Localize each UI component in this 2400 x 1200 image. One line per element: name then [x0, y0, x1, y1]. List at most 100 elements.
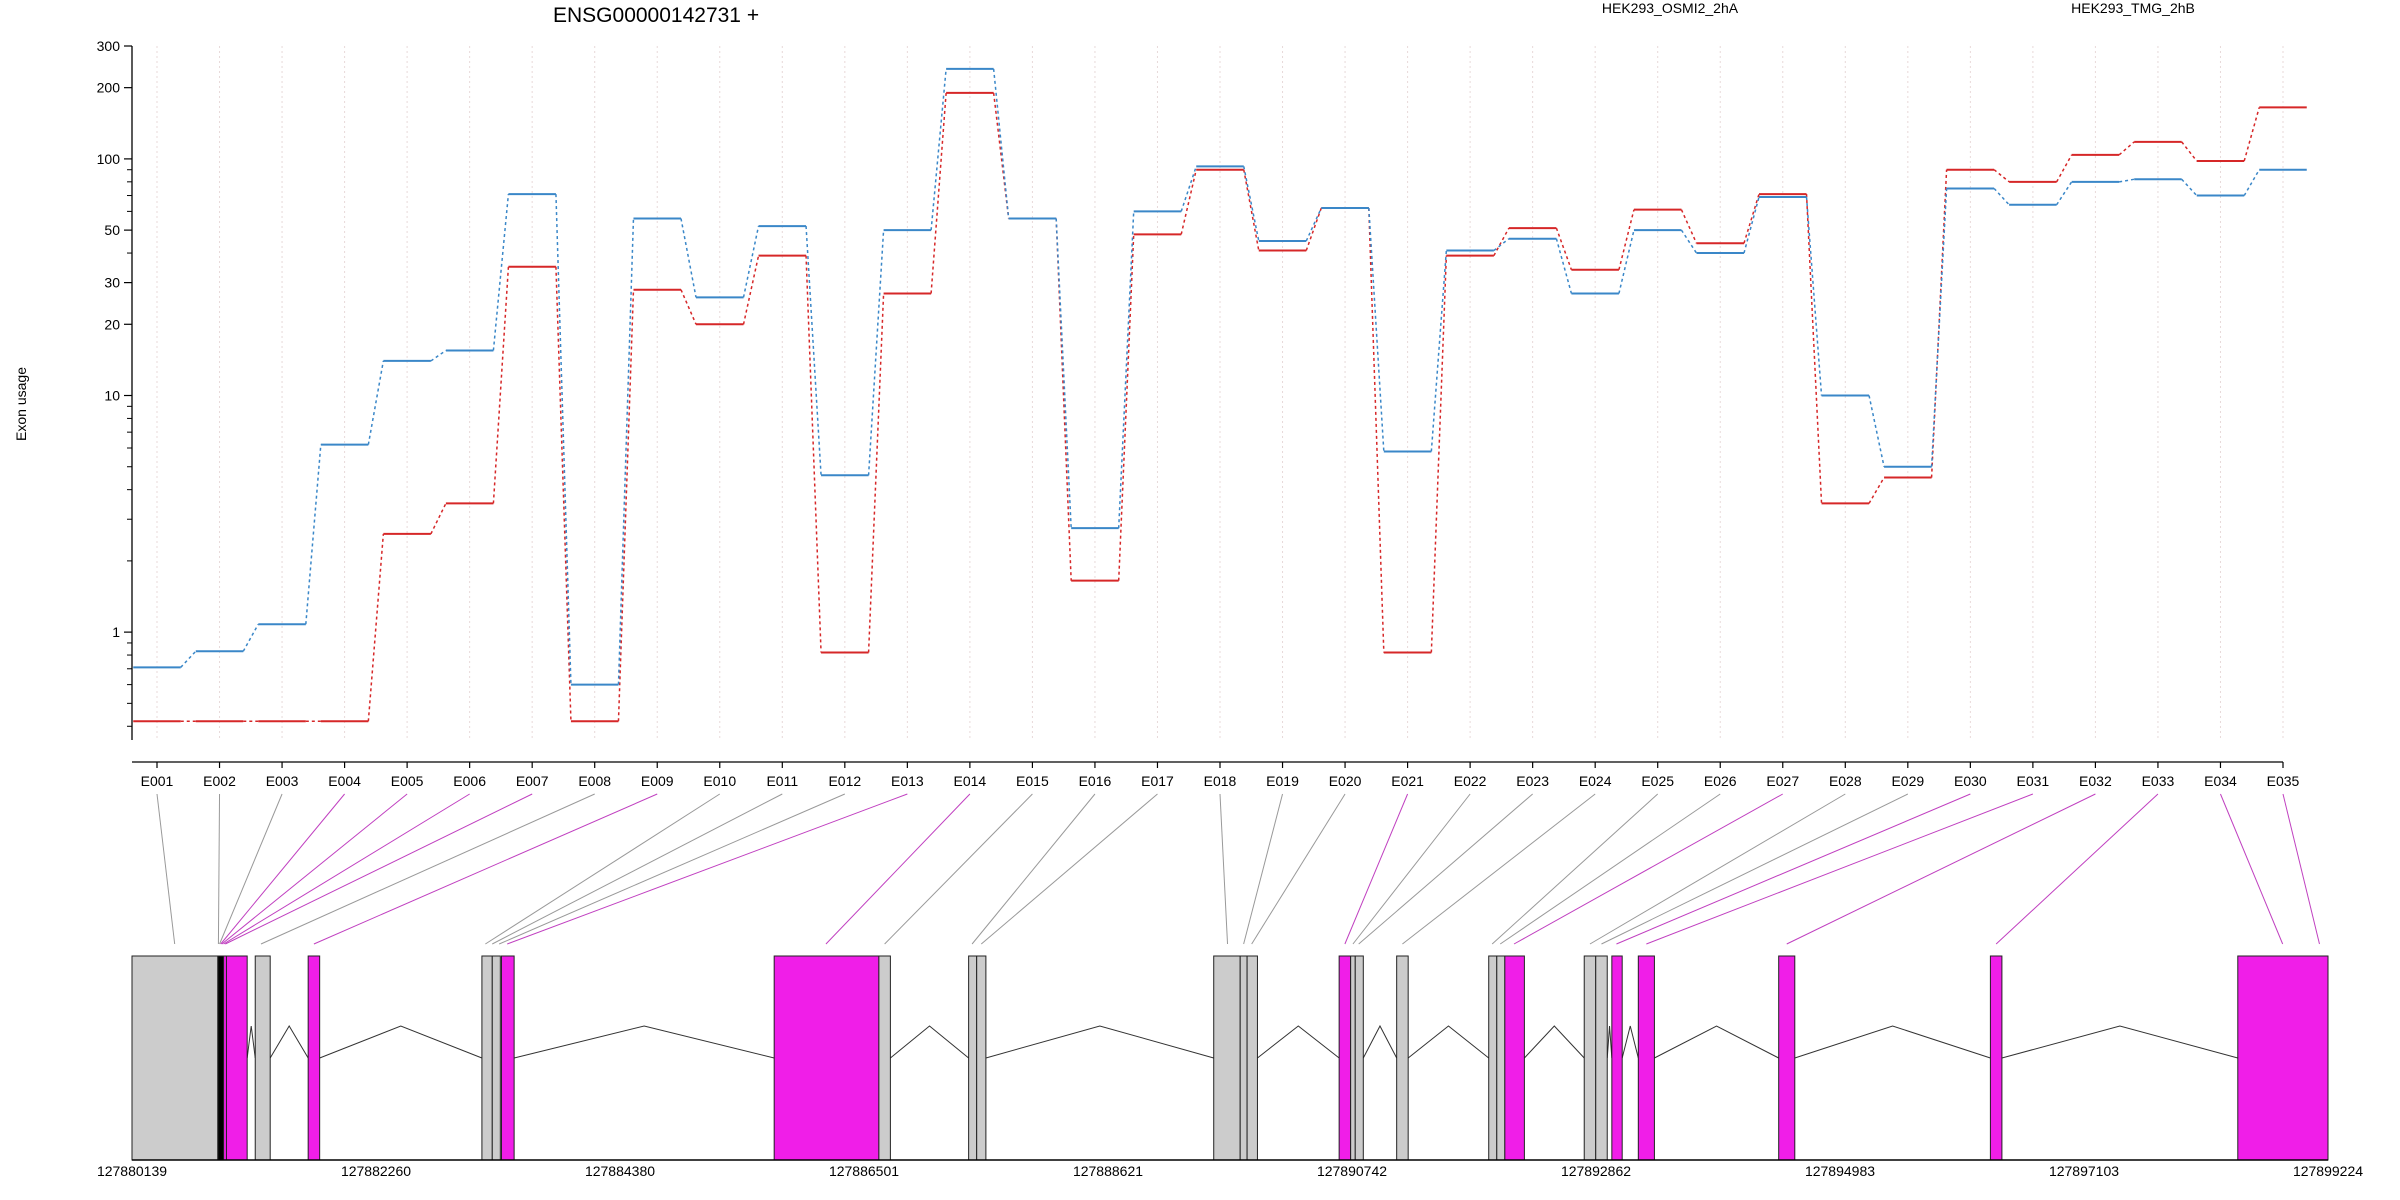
legend-entry-osmi2: HEK293_OSMI2_2hA	[1602, 0, 1739, 16]
usage-link-HEK293_OSMI2_2hA-E008	[617, 289, 635, 722]
usage-link-HEK293_TMG_2hB-E004	[367, 360, 385, 445]
usage-link-HEK293_TMG_2hB-E012	[867, 230, 885, 476]
x-tick-label-E014: E014	[954, 773, 987, 789]
exon-box-E027	[1637, 955, 1655, 1161]
usage-link-HEK293_OSMI2_2hA-E021	[1430, 255, 1448, 653]
usage-link-HEK293_OSMI2_2hA-E016	[1117, 234, 1135, 581]
x-tick-label-E032: E032	[2079, 773, 2112, 789]
exon-box-E009	[500, 955, 515, 1161]
connector-layer	[156, 793, 2320, 945]
connector-E018	[1219, 793, 1229, 945]
x-tick-label-E002: E002	[203, 773, 236, 789]
connector-E025	[1491, 793, 1659, 945]
x-tick-label-E020: E020	[1329, 773, 1362, 789]
usage-link-HEK293_TMG_2hB-E029	[1930, 188, 1948, 467]
usage-link-HEK293_TMG_2hB-E030	[1993, 187, 2010, 206]
intron-E011	[890, 1025, 969, 1059]
exon-box-E021	[1488, 955, 1498, 1161]
x-tick-label-E011: E011	[766, 773, 798, 789]
usage-link-HEK293_TMG_2hB-E020	[1368, 207, 1385, 452]
usage-link-HEK293_TMG_2hB-E031	[2056, 181, 2073, 206]
exon-box-E030	[2237, 955, 2329, 1161]
x-tick-label-E010: E010	[703, 773, 736, 789]
x-tick-label-E019: E019	[1266, 773, 1299, 789]
connector-E030	[1616, 793, 1971, 945]
usage-link-HEK293_OSMI2_2hA-E028	[1868, 477, 1885, 504]
y-tick-label: 10	[104, 388, 120, 404]
exon-box-E011	[878, 955, 891, 1161]
usage-link-HEK293_OSMI2_2hA-E014	[992, 92, 1010, 219]
connector-E021	[1344, 793, 1409, 945]
connector-E003	[219, 793, 283, 945]
usage-link-HEK293_TMG_2hB-E028	[1868, 395, 1885, 467]
usage-link-HEK293_TMG_2hB-E008	[617, 218, 635, 685]
series-HEK293_OSMI2_2hA	[133, 91, 2307, 723]
usage-link-HEK293_TMG_2hB-E026	[1743, 196, 1760, 254]
exon-box-E017	[1338, 955, 1352, 1161]
y-tick-label: 20	[104, 316, 120, 332]
usage-link-HEK293_TMG_2hB-E016	[1117, 211, 1135, 529]
usage-link-HEK293_TMG_2hB-E024	[1618, 229, 1635, 294]
intron-E028	[1794, 1025, 1991, 1059]
x-tick-label-E009: E009	[641, 773, 674, 789]
coordinate-label: 127894983	[1805, 1163, 1875, 1179]
connector-E009	[313, 793, 658, 945]
x-tick-label-E022: E022	[1454, 773, 1487, 789]
intron-E006	[319, 1025, 483, 1059]
x-tick-label-E005: E005	[391, 773, 424, 789]
connector-E035	[2282, 793, 2320, 945]
axes-layer: 1 10 20 30 50 100 200 300 E001 E002 E003 E004 E005 E0…	[97, 38, 2300, 789]
usage-link-HEK293_OSMI2_2hA-E020	[1368, 207, 1385, 653]
x-tick-label-E012: E012	[828, 773, 861, 789]
exon-box-E004	[225, 955, 248, 1161]
connector-E004	[220, 793, 345, 945]
x-tick-label-E034: E034	[2204, 773, 2237, 789]
exon-box-E024	[1583, 955, 1597, 1161]
usage-link-HEK293_OSMI2_2hA-E004	[367, 533, 385, 722]
coordinate-label: 127899224	[2293, 1163, 2363, 1179]
connector-E005	[221, 793, 408, 945]
usage-link-HEK293_OSMI2_2hA-E033	[2181, 141, 2198, 162]
coordinate-label: 127892862	[1561, 1163, 1631, 1179]
intron-E027	[1654, 1025, 1779, 1059]
usage-link-HEK293_OSMI2_2hA-E025	[1680, 209, 1698, 244]
usage-link-HEK293_TMG_2hB-E033	[2181, 178, 2198, 197]
connector-E020	[1251, 793, 1346, 945]
grid-layer	[156, 46, 2284, 740]
y-tick-label: 30	[104, 275, 120, 291]
coordinate-label: 127890742	[1317, 1163, 1387, 1179]
connector-E006	[223, 793, 470, 945]
exon-box-E007	[481, 955, 493, 1161]
exon-box-E013	[976, 955, 987, 1161]
usage-link-HEK293_TMG_2hB-E021	[1430, 250, 1448, 452]
intron-E026	[1621, 1025, 1639, 1059]
connector-E029	[1601, 793, 1909, 945]
connector-E011	[492, 793, 783, 945]
y-tick-label: 50	[104, 222, 120, 238]
exon-box-E010	[773, 955, 880, 1161]
usage-link-HEK293_TMG_2hB-E019	[1305, 207, 1322, 242]
exon-box-E002	[217, 955, 225, 1161]
intron-E023	[1524, 1025, 1585, 1059]
exon-box-E005	[254, 955, 271, 1161]
intron-E013	[985, 1025, 1214, 1059]
connector-E027	[1513, 793, 1784, 945]
x-tick-label-E024: E024	[1579, 773, 1612, 789]
usage-link-HEK293_OSMI2_2hA-E017	[1180, 169, 1197, 235]
usage-link-HEK293_TMG_2hB-E010	[742, 225, 760, 298]
x-tick-label-E003: E003	[266, 773, 299, 789]
usage-link-HEK293_TMG_2hB-E001	[180, 650, 197, 668]
intron-E004	[246, 1025, 256, 1059]
connector-E032	[1786, 793, 2096, 945]
connector-E008	[260, 793, 595, 945]
connector-E031	[1646, 793, 2034, 945]
intron-E025	[1606, 1025, 1613, 1059]
connector-E019	[1243, 793, 1284, 945]
intron-E016	[1257, 1025, 1340, 1059]
usage-link-HEK293_OSMI2_2hA-E031	[2055, 154, 2073, 183]
usage-link-HEK293_OSMI2_2hA-E027	[1805, 194, 1823, 504]
x-tick-label-E030: E030	[1954, 773, 1987, 789]
usage-link-HEK293_OSMI2_2hA-E007	[555, 266, 572, 722]
x-tick-label-E033: E033	[2142, 773, 2175, 789]
connector-E022	[1352, 793, 1471, 945]
